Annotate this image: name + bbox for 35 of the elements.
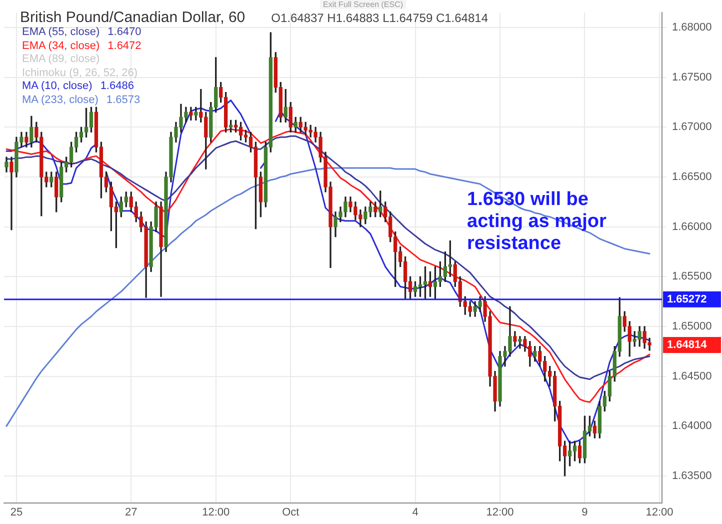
y-tick-label: 1.66000 xyxy=(672,220,712,233)
text: MA (10, close) xyxy=(22,80,92,92)
x-tick-label: Oct xyxy=(282,506,300,518)
x-tick-label: 25 xyxy=(10,506,23,518)
candlestick xyxy=(10,156,14,230)
text: 1.64814 xyxy=(667,339,708,352)
chart-title: British Pound/Canadian Dollar, 60 xyxy=(20,9,246,26)
y-tick-label: 1.66500 xyxy=(672,171,712,184)
annotation: 1.6573 xyxy=(106,94,140,106)
y-tick-label: 1.67000 xyxy=(672,121,712,134)
x-tick-label: 27 xyxy=(124,506,138,518)
x-tick-label: 12:00 xyxy=(202,506,230,518)
y-tick-label: 1.68000 xyxy=(672,22,712,34)
y-tick-label: 1.64500 xyxy=(672,370,712,382)
y-tick-label: 1.65000 xyxy=(672,320,712,332)
chart-subtitle: O1.64837 H1.64883 L1.64759 C1.64814 xyxy=(271,11,488,25)
annotation: 1.6472 xyxy=(108,40,142,52)
text: Exit Full Screen (ESC) xyxy=(320,0,406,9)
annotation: EMA (89, close) xyxy=(22,53,101,66)
annotation: 1.6486 xyxy=(100,80,134,92)
text: MA (233, close) xyxy=(22,94,98,106)
annotation: 1.6470 xyxy=(108,26,142,38)
y-tick-label: 1.63500 xyxy=(672,470,712,482)
x-tick-label: 12:00 xyxy=(486,506,514,518)
y-tick-label: 1.65500 xyxy=(672,270,712,283)
candlestick xyxy=(518,336,522,349)
x-tick-label: 4 xyxy=(412,506,418,518)
text: EMA (34, close) xyxy=(22,40,100,52)
x-tick-label: 9 xyxy=(582,506,588,518)
ref-line-label: 1.65272 xyxy=(667,293,707,306)
text: EMA (55, close) xyxy=(22,26,100,38)
y-tick-label: 1.64000 xyxy=(672,420,712,432)
y-tick-label: 1.67500 xyxy=(672,71,712,84)
annotation: Ichimoku (9, 26, 52, 26) xyxy=(22,66,139,80)
x-tick-label: 12:00 xyxy=(646,506,674,518)
